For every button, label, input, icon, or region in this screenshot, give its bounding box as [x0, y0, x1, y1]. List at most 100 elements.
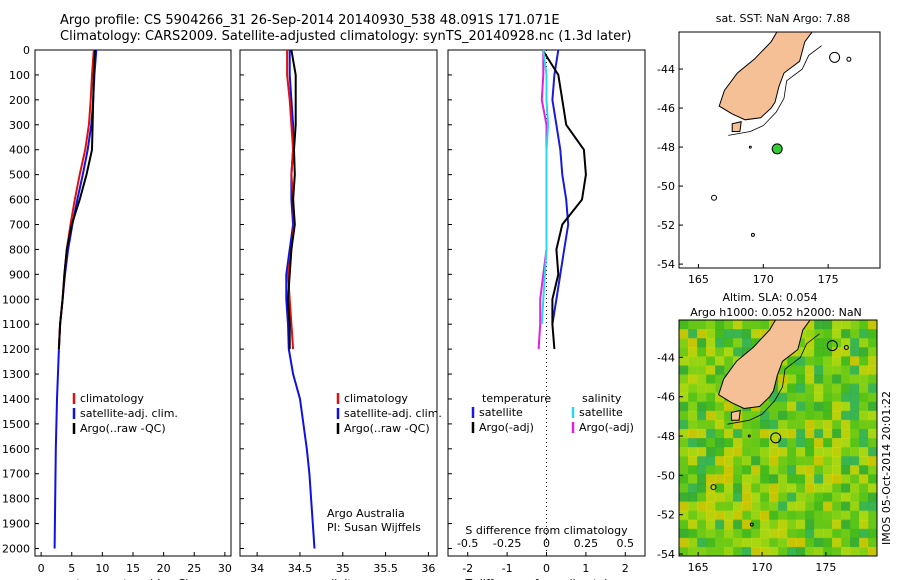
sla-cell — [841, 401, 851, 412]
sla-cell — [769, 537, 779, 548]
sla-cell — [787, 428, 797, 439]
sla-cell — [688, 329, 698, 340]
sla-cell — [778, 537, 788, 548]
sla-cell — [769, 428, 779, 439]
sla-cell — [832, 347, 842, 358]
sla-cell — [859, 365, 869, 376]
sla-cell — [850, 419, 860, 430]
x-tick-label: 10 — [95, 562, 109, 575]
sla-cell — [751, 428, 761, 439]
sla-cell — [868, 528, 877, 539]
sla-cell — [787, 519, 797, 530]
sla-cell — [868, 338, 877, 349]
sla-cell — [868, 401, 877, 412]
legend-title: temperature — [482, 392, 551, 405]
sla-cell — [805, 356, 815, 367]
sla-cell — [742, 492, 752, 503]
sla-cell — [706, 365, 716, 376]
sla-cell — [787, 456, 797, 467]
sla-cell — [859, 320, 869, 331]
sla-cell — [787, 438, 797, 449]
sla-cell — [787, 374, 797, 385]
sla-cell — [751, 410, 761, 421]
sla-cell — [796, 419, 806, 430]
sla-cell — [832, 428, 842, 439]
sla-cell — [715, 483, 725, 494]
sla-cell — [841, 438, 851, 449]
sla-cell — [859, 537, 869, 548]
sla-cell — [697, 510, 707, 521]
sla-cell — [751, 519, 761, 530]
sla-cell — [787, 383, 797, 394]
annotation-line: Argo Australia — [327, 507, 405, 520]
sla-cell — [742, 546, 752, 556]
sla-cell — [724, 410, 734, 421]
argo-t-line — [541, 49, 587, 350]
sla-cell — [805, 338, 815, 349]
y-tick-label: 400 — [9, 144, 30, 157]
sla-cell — [814, 438, 824, 449]
sla-cell — [679, 401, 689, 412]
sla-cell — [859, 546, 869, 556]
sla-cell — [715, 347, 725, 358]
sla-cell — [814, 428, 824, 439]
x-tick-label: 165 — [688, 561, 709, 574]
sla-cell — [868, 438, 877, 449]
sla-cell — [859, 392, 869, 403]
sla-cell — [724, 365, 734, 376]
sla-cell — [760, 492, 770, 503]
sla-cell — [814, 546, 824, 556]
sla-cell — [850, 356, 860, 367]
float-marker — [770, 432, 782, 444]
sla-cell — [823, 356, 833, 367]
sla-cell — [715, 383, 725, 394]
sla-cell — [742, 537, 752, 548]
sla-cell — [841, 419, 851, 430]
sla-cell — [832, 492, 842, 503]
sla-cell — [706, 356, 716, 367]
sla-cell — [715, 428, 725, 439]
sla-cell — [697, 356, 707, 367]
y-tick-label: -44 — [657, 63, 675, 76]
x-tick-label: 20 — [157, 562, 171, 575]
sla-cell — [778, 438, 788, 449]
sla-cell — [841, 546, 851, 556]
sla-cell — [814, 537, 824, 548]
sla-cell — [823, 465, 833, 476]
x-tick-label: 25 — [187, 562, 201, 575]
sla-cell — [832, 483, 842, 494]
sla-cell — [679, 474, 689, 485]
sla-cell — [832, 465, 842, 476]
sla-cell — [823, 428, 833, 439]
sla-cell — [805, 501, 815, 512]
sla-cell — [751, 456, 761, 467]
sla-cell — [715, 510, 725, 521]
sla-cell — [778, 483, 788, 494]
sla-cell — [733, 492, 743, 503]
island-outline — [826, 340, 838, 352]
sla-cell — [832, 510, 842, 521]
sla-cell — [841, 383, 851, 394]
sla-cell — [724, 338, 734, 349]
legend-label: satellite — [479, 406, 523, 419]
sla-cell — [841, 356, 851, 367]
sla-cell — [868, 447, 877, 458]
sla-cell — [688, 501, 698, 512]
sla-cell — [751, 510, 761, 521]
sla-cell — [868, 410, 877, 421]
argo-line — [286, 49, 297, 350]
sla-cell — [760, 456, 770, 467]
sla-cell — [688, 428, 698, 439]
sla-cell — [724, 528, 734, 539]
sla-cell — [832, 474, 842, 485]
sla-cell — [850, 329, 860, 340]
sla-cell — [841, 447, 851, 458]
sla-cell — [688, 537, 698, 548]
sla-cell — [778, 474, 788, 485]
sla-cell — [688, 447, 698, 458]
sla-cell — [724, 474, 734, 485]
sla-cell — [724, 492, 734, 503]
sla-cell — [850, 465, 860, 476]
x-tick-label: 34.5 — [288, 562, 313, 575]
y-tick-label: -50 — [657, 180, 675, 193]
